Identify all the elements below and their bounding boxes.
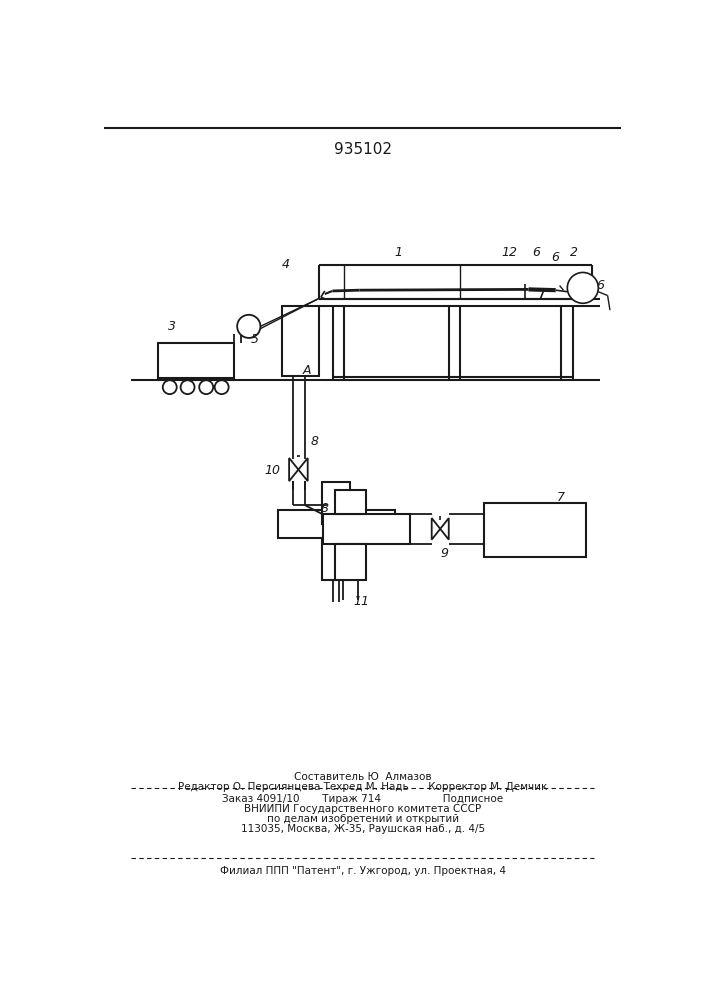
Circle shape	[163, 380, 177, 394]
Text: по делам изобретений и открытий: по делам изобретений и открытий	[267, 814, 459, 824]
Text: 1: 1	[395, 246, 402, 259]
Bar	[322, 482, 351, 524]
Text: 7: 7	[557, 491, 565, 504]
Text: 11: 11	[354, 595, 369, 608]
Bar	[335, 490, 366, 514]
Text: 6: 6	[532, 246, 540, 259]
Text: 8: 8	[310, 435, 319, 448]
Bar	[484, 503, 586, 557]
Text: ВНИИПИ Государственного комитета СССР: ВНИИПИ Государственного комитета СССР	[244, 804, 481, 814]
Polygon shape	[289, 458, 298, 481]
Circle shape	[199, 380, 213, 394]
Polygon shape	[440, 518, 449, 540]
Polygon shape	[298, 458, 308, 481]
Text: 6: 6	[551, 251, 560, 264]
Text: 6: 6	[596, 279, 604, 292]
Text: 8: 8	[321, 502, 329, 515]
Text: Заказ 4091/10       Тираж 714                   Подписное: Заказ 4091/10 Тираж 714 Подписное	[222, 794, 503, 804]
Text: Филиал ППП "Патент", г. Ужгород, ул. Проектная, 4: Филиал ППП "Патент", г. Ужгород, ул. Про…	[220, 866, 506, 876]
Text: 10: 10	[265, 464, 281, 477]
Circle shape	[180, 380, 194, 394]
Polygon shape	[432, 518, 440, 540]
Text: Редактор О. Персиянцева Техред М. Надь      Корректор М. Демчик: Редактор О. Персиянцева Техред М. Надь К…	[178, 782, 547, 792]
Text: 2: 2	[571, 246, 578, 259]
Text: 4: 4	[282, 258, 290, 271]
Text: 12: 12	[501, 246, 518, 259]
Text: 9: 9	[441, 547, 449, 560]
Text: Составитель Ю  Алмазов: Составитель Ю Алмазов	[294, 772, 431, 782]
Text: 3: 3	[168, 320, 176, 333]
Bar	[158, 343, 234, 378]
Circle shape	[567, 272, 598, 303]
Bar	[322, 538, 351, 580]
Circle shape	[215, 380, 228, 394]
Bar	[282, 306, 319, 376]
Text: 113035, Москва, Ж-35, Раушская наб., д. 4/5: 113035, Москва, Ж-35, Раушская наб., д. …	[240, 824, 485, 834]
Bar	[279, 510, 395, 538]
Bar	[323, 514, 410, 544]
Text: A: A	[303, 364, 311, 377]
Bar	[335, 544, 366, 580]
Text: 935102: 935102	[334, 142, 392, 157]
Circle shape	[237, 315, 260, 338]
Text: 5: 5	[251, 333, 259, 346]
